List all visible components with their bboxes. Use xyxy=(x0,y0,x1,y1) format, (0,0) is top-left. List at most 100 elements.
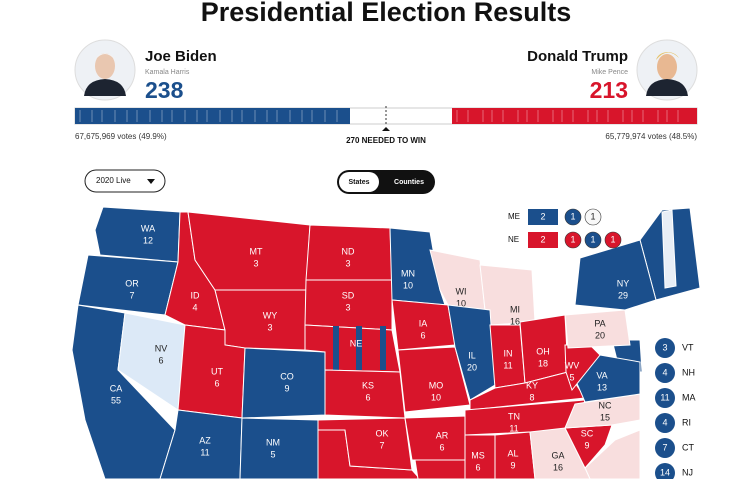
state-abbr: MI xyxy=(510,304,520,314)
district-votes: 1 xyxy=(590,211,595,221)
state-abbr: MT xyxy=(250,246,263,256)
biden-photo xyxy=(74,39,136,101)
state-votes: 6 xyxy=(365,392,370,402)
state-abbr: WI xyxy=(456,286,467,296)
district-dot xyxy=(564,208,582,226)
small-state-abbr: NH xyxy=(682,367,695,377)
state-votes: 5 xyxy=(270,449,275,459)
page-title: Presidential Election Results xyxy=(201,0,572,27)
state xyxy=(239,417,319,479)
small-state-abbr: MA xyxy=(682,392,696,402)
state-abbr: AR xyxy=(436,430,449,440)
toggle-active[interactable] xyxy=(339,172,379,192)
state-votes: 6 xyxy=(420,330,425,340)
state-abbr: IN xyxy=(504,348,513,358)
state xyxy=(214,289,307,351)
toggle-option[interactable]: Counties xyxy=(394,179,424,186)
toggle-option[interactable]: States xyxy=(348,179,369,186)
small-state-votes: 4 xyxy=(662,417,667,427)
results-bar-rep xyxy=(452,108,697,124)
state-abbr: TN xyxy=(508,411,520,421)
state-votes: 6 xyxy=(158,355,163,365)
state-votes: 11 xyxy=(503,360,512,370)
trump-photo xyxy=(636,39,698,101)
district-box xyxy=(528,209,558,225)
small-state-dot xyxy=(655,413,675,433)
state-votes: 9 xyxy=(584,440,589,450)
state-abbr: ID xyxy=(191,290,201,300)
state-votes: 6 xyxy=(214,378,219,388)
state-abbr: NM xyxy=(266,437,280,447)
state-abbr: OH xyxy=(536,346,550,356)
state xyxy=(574,239,657,311)
state xyxy=(494,431,536,479)
candidate-name: Joe Biden xyxy=(145,48,217,65)
district-dot xyxy=(584,208,602,226)
state-abbr: IA xyxy=(419,318,428,328)
state-abbr: OK xyxy=(375,428,388,438)
small-state-abbr: RI xyxy=(682,417,691,427)
state xyxy=(479,264,536,326)
state-abbr: WV xyxy=(565,360,580,370)
state-abbr: OR xyxy=(125,278,139,288)
state-votes: 10 xyxy=(431,392,441,402)
year-dropdown[interactable]: 2020 Live xyxy=(84,169,166,193)
district-stripe xyxy=(333,326,339,370)
state-abbr: SD xyxy=(342,290,355,300)
state-abbr: IL xyxy=(468,350,476,360)
electoral-votes: 238 xyxy=(145,77,184,103)
state-abbr: UT xyxy=(211,366,223,376)
split-abbr: NE xyxy=(508,235,519,244)
state-abbr: WA xyxy=(141,223,155,233)
small-state-dot xyxy=(655,438,675,458)
state-votes: 9 xyxy=(284,383,289,393)
state-abbr: AL xyxy=(507,448,518,458)
state-abbr: MS xyxy=(471,450,485,460)
state-votes: 7 xyxy=(379,440,384,450)
state-votes: 6 xyxy=(475,462,480,472)
state xyxy=(447,304,496,401)
state-votes: 8 xyxy=(529,392,534,402)
state-abbr: NE xyxy=(350,338,363,348)
state xyxy=(159,409,243,479)
district-box xyxy=(528,232,558,248)
small-state-abbr: VT xyxy=(682,342,694,352)
small-state-abbr: CT xyxy=(682,442,694,452)
state-votes: 29 xyxy=(618,290,628,300)
state-votes: 11 xyxy=(509,423,518,433)
district-dot xyxy=(564,231,582,249)
state-votes: 3 xyxy=(345,258,350,268)
state-votes: 11 xyxy=(200,447,209,457)
district-stripe xyxy=(380,326,386,370)
district-votes: 1 xyxy=(590,234,595,244)
region-shape xyxy=(414,459,469,479)
state xyxy=(564,309,631,349)
split-abbr: ME xyxy=(508,212,520,221)
state-votes: 6 xyxy=(439,442,444,452)
small-state-dot xyxy=(655,338,675,358)
small-state-dot xyxy=(655,363,675,383)
state-abbr: SC xyxy=(581,428,594,438)
district-votes: 2 xyxy=(540,211,545,221)
state-abbr: ND xyxy=(342,246,355,256)
small-state-dot xyxy=(655,463,675,479)
state-votes: 10 xyxy=(456,298,466,308)
state-abbr: WY xyxy=(263,310,278,320)
running-mate: Mike Pence xyxy=(591,69,628,76)
state-abbr: CA xyxy=(110,383,123,393)
popular-vote: 65,779,974 votes (48.5%) xyxy=(605,132,697,141)
state-votes: 9 xyxy=(510,460,515,470)
state-abbr: MN xyxy=(401,268,415,278)
running-mate: Kamala Harris xyxy=(145,69,190,76)
state-abbr: GA xyxy=(551,450,564,460)
state-abbr: KY xyxy=(526,380,538,390)
small-state-votes: 11 xyxy=(660,392,669,402)
us-map: WA12OR7CA55NV6ID4MT3WY3UT6CO9AZ11NM5ND3S… xyxy=(71,206,701,479)
win-marker xyxy=(382,127,390,131)
state-votes: 20 xyxy=(467,362,477,372)
small-state-votes: 7 xyxy=(662,442,667,452)
region-shape xyxy=(661,209,677,289)
state-votes: 7 xyxy=(129,290,134,300)
